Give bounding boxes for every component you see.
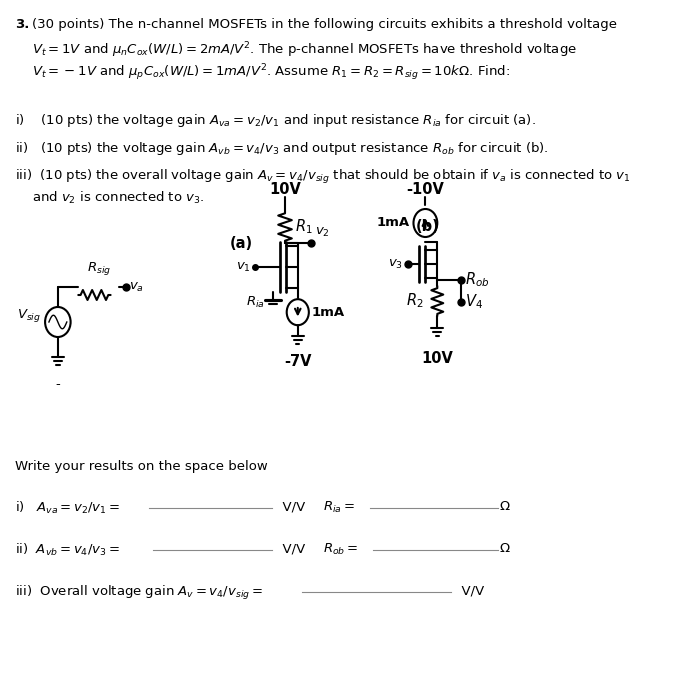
Text: (30 points) The n-channel MOSFETs in the following circuits exhibits a threshold: (30 points) The n-channel MOSFETs in the… (32, 18, 618, 31)
Text: $R_{ia}$: $R_{ia}$ (246, 295, 265, 310)
Text: 1mA: 1mA (377, 216, 410, 230)
Text: 10V: 10V (269, 182, 301, 197)
Text: V/V: V/V (274, 542, 322, 555)
Text: Write your results on the space below: Write your results on the space below (15, 460, 268, 473)
Text: $v_1$: $v_1$ (236, 260, 251, 274)
Text: iii)  Overall voltage gain $A_v = v_4/v_{sig} =$: iii) Overall voltage gain $A_v = v_4/v_{… (15, 584, 268, 602)
Text: iii)  (10 pts) the overall voltage gain $A_v = v_4/v_{sig}$ that should be obtai: iii) (10 pts) the overall voltage gain $… (15, 168, 631, 186)
Text: $R_{ob}$: $R_{ob}$ (465, 271, 490, 289)
Text: ii)  $A_{vb} = v_4/v_3 =$: ii) $A_{vb} = v_4/v_3 =$ (15, 542, 124, 558)
Text: $v_2$: $v_2$ (315, 226, 330, 239)
Text: (b): (b) (416, 219, 440, 234)
Text: (a): (a) (229, 235, 253, 251)
Text: 3.: 3. (15, 18, 30, 31)
Text: $v_3$: $v_3$ (388, 258, 403, 270)
Text: i)    (10 pts) the voltage gain $A_{va} = v_2/v_1$ and input resistance $R_{ia}$: i) (10 pts) the voltage gain $A_{va} = v… (15, 112, 536, 129)
Text: -: - (55, 378, 60, 391)
Text: $V_t = -1V$ and $\mu_p C_{ox}(W/L) = 1mA/V^2$. Assume $R_1 = R_2 = R_{sig} = 10k: $V_t = -1V$ and $\mu_p C_{ox}(W/L) = 1mA… (32, 62, 510, 83)
Text: -10V: -10V (407, 182, 444, 197)
Text: $R_2$: $R_2$ (406, 292, 424, 310)
Text: $R_{ob} =$: $R_{ob} =$ (323, 542, 359, 557)
Text: $R_1$: $R_1$ (296, 218, 313, 237)
Text: 1mA: 1mA (311, 306, 345, 318)
Text: -7V: -7V (284, 354, 311, 369)
Text: V/V: V/V (453, 584, 484, 597)
Text: i)   $A_{va} = v_2/v_1 =$: i) $A_{va} = v_2/v_1 =$ (15, 500, 125, 516)
Text: 10V: 10V (422, 351, 454, 366)
Text: $V_4$: $V_4$ (465, 293, 484, 312)
Text: $v_a$: $v_a$ (129, 281, 144, 293)
Text: $V_{sig}$: $V_{sig}$ (17, 307, 41, 325)
Text: $R_{ia} =$: $R_{ia} =$ (323, 500, 355, 515)
Text: $\Omega$: $\Omega$ (499, 542, 511, 555)
Text: V/V: V/V (274, 500, 322, 513)
Text: $R_{sig}$: $R_{sig}$ (86, 260, 111, 277)
Text: ii)   (10 pts) the voltage gain $A_{vb} = v_4/v_3$ and output resistance $R_{ob}: ii) (10 pts) the voltage gain $A_{vb} = … (15, 140, 549, 157)
Text: and $v_2$ is connected to $v_3$.: and $v_2$ is connected to $v_3$. (32, 190, 204, 206)
Text: $V_t = 1V$ and $\mu_n C_{ox}(W/L) = 2mA/V^2$. The p-channel MOSFETs have thresho: $V_t = 1V$ and $\mu_n C_{ox}(W/L) = 2mA/… (32, 40, 577, 60)
Text: $\Omega$: $\Omega$ (499, 500, 511, 513)
